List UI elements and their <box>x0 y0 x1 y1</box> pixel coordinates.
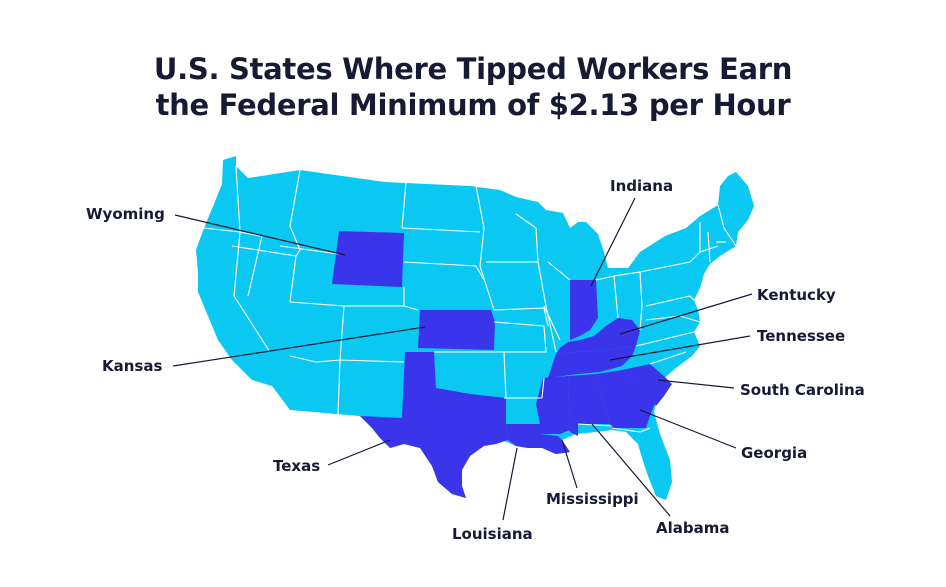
state-georgia <box>596 370 656 428</box>
label-kentucky: Kentucky <box>757 286 836 304</box>
title-line-1: U.S. States Where Tipped Workers Earn <box>153 52 793 86</box>
leader-georgia <box>639 409 737 449</box>
leader-indiana <box>590 197 636 287</box>
leader-mississippi <box>561 439 578 489</box>
leader-texas <box>327 439 391 466</box>
label-alabama: Alabama <box>656 519 729 537</box>
state-wyoming <box>332 231 404 287</box>
label-indiana: Indiana <box>610 177 673 195</box>
state-tennessee <box>548 346 636 378</box>
state-indiana <box>570 280 598 340</box>
leader-kentucky <box>619 293 753 335</box>
label-texas: Texas <box>273 457 320 475</box>
leader-tennessee <box>609 335 751 361</box>
state-south-carolina <box>622 364 672 406</box>
leader-wyoming <box>174 214 346 256</box>
state-louisiana <box>506 424 570 454</box>
state-texas <box>360 352 508 498</box>
leader-louisiana <box>502 447 518 521</box>
state-alabama <box>568 374 610 436</box>
label-georgia: Georgia <box>741 444 807 462</box>
leader-alabama <box>591 423 671 517</box>
state-kentucky <box>556 318 640 354</box>
label-tennessee: Tennessee <box>757 327 845 345</box>
state-mississippi <box>536 376 570 434</box>
leader-kansas <box>172 326 426 367</box>
state-borders <box>203 165 737 433</box>
state-kansas <box>418 310 495 350</box>
title-line-2: the Federal Minimum of $2.13 per Hour <box>155 88 791 122</box>
leader-lines <box>172 197 753 521</box>
label-mississippi: Mississippi <box>546 490 639 508</box>
label-louisiana: Louisiana <box>452 525 533 543</box>
leader-south-carolina <box>657 379 735 389</box>
label-wyoming: Wyoming <box>86 205 165 223</box>
label-south-carolina: South Carolina <box>740 381 865 399</box>
label-kansas: Kansas <box>102 357 162 375</box>
